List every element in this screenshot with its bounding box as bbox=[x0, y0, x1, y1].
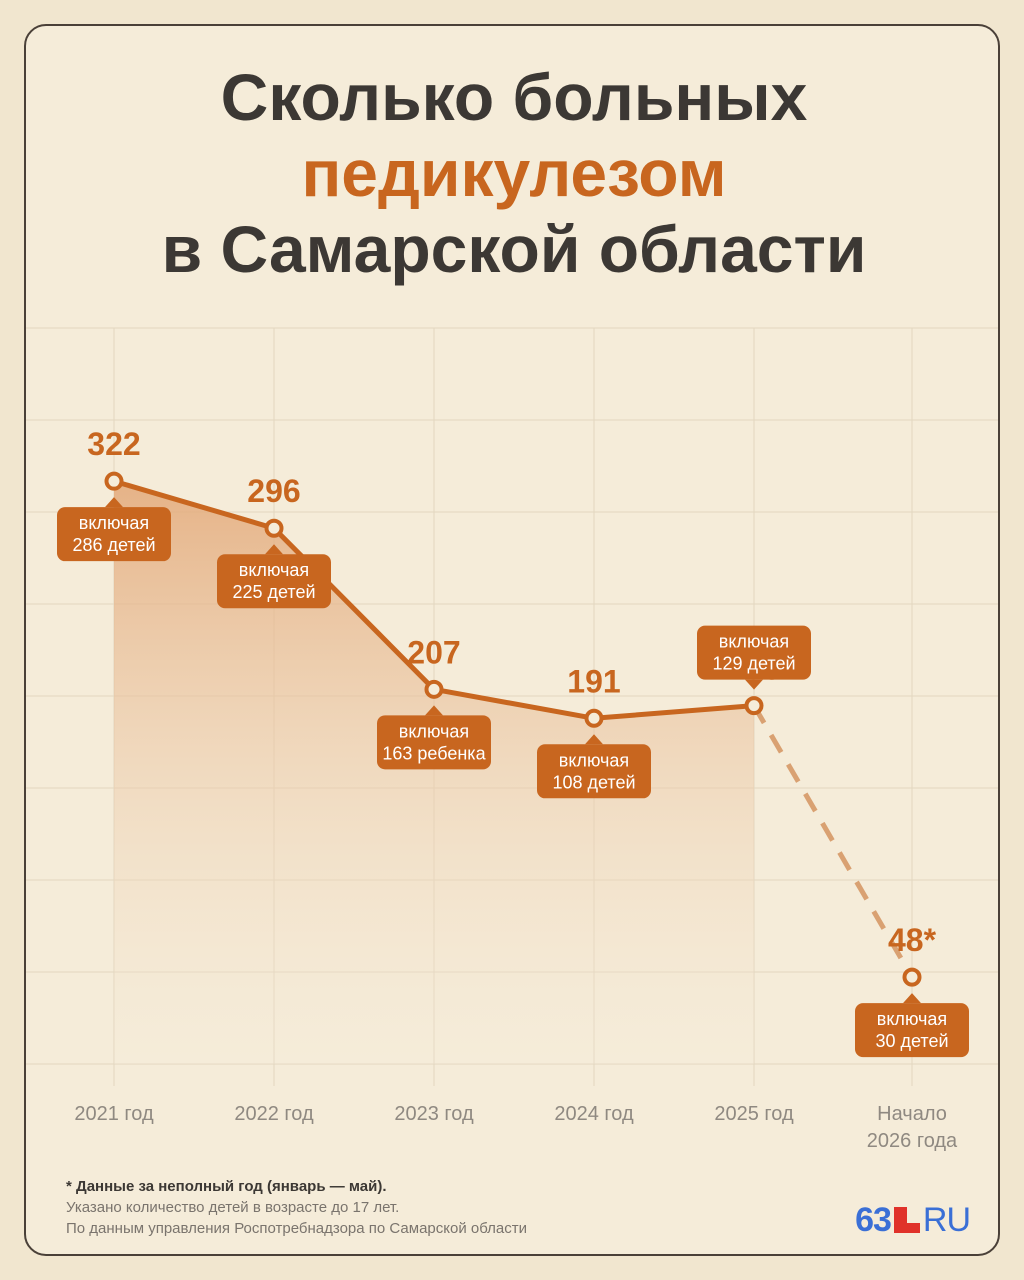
badge-box bbox=[57, 507, 171, 562]
badge-box bbox=[217, 554, 331, 609]
badge-text: 225 детей bbox=[232, 582, 315, 602]
x-tick-label: 2026 года bbox=[867, 1130, 958, 1152]
badge-text: включая bbox=[79, 513, 149, 533]
badge-pointer bbox=[585, 734, 603, 745]
badge-pointer bbox=[425, 705, 443, 716]
x-tick-label: 2021 год bbox=[74, 1103, 154, 1125]
logo-suffix: RU bbox=[922, 1200, 971, 1239]
data-label: 207 bbox=[407, 634, 460, 670]
badge-box bbox=[537, 744, 651, 799]
footnote-source: По данным управления Роспотребнадзора по… bbox=[66, 1220, 527, 1237]
data-point bbox=[424, 679, 444, 699]
data-point bbox=[104, 471, 124, 491]
brand-logo[interactable]: 63 RU bbox=[855, 1200, 971, 1240]
badge-text: 163 ребенка bbox=[382, 743, 486, 763]
data-point bbox=[902, 967, 922, 987]
title-line-2: педикулезом bbox=[301, 136, 727, 210]
data-point bbox=[744, 696, 764, 716]
badge-text: 30 детей bbox=[875, 1031, 948, 1051]
logo-number: 63 bbox=[855, 1200, 892, 1239]
badge-text: включая bbox=[877, 1009, 947, 1029]
x-tick-label: 2024 год bbox=[554, 1103, 634, 1125]
badge-text: 129 детей bbox=[712, 654, 795, 674]
footnotes: * Данные за неполный год (январь — май).… bbox=[66, 1176, 527, 1239]
infographic-card: Сколько больных педикулезом в Самарской … bbox=[24, 24, 1000, 1256]
badge-text: 108 детей bbox=[552, 772, 635, 792]
badge-text: включая bbox=[399, 721, 469, 741]
data-label: 191 bbox=[567, 663, 620, 699]
badge-box bbox=[377, 715, 491, 770]
data-label: 322 bbox=[87, 426, 140, 462]
title-line-1: Сколько больных bbox=[220, 60, 808, 134]
footnote-age: Указано количество детей в возрасте до 1… bbox=[66, 1199, 400, 1216]
badge-box bbox=[697, 625, 811, 680]
badge-text: включая bbox=[719, 632, 789, 652]
badge-text: 286 детей bbox=[72, 535, 155, 555]
badge-pointer bbox=[105, 497, 123, 508]
badge-box bbox=[855, 1003, 969, 1058]
x-tick-label: 2022 год bbox=[234, 1103, 314, 1125]
title-line-3: в Самарской области bbox=[161, 212, 867, 286]
data-point bbox=[264, 518, 284, 538]
data-label: 48* bbox=[888, 922, 937, 958]
badge-pointer bbox=[745, 679, 763, 690]
badge-pointer bbox=[903, 993, 921, 1004]
badge-pointer bbox=[265, 544, 283, 555]
data-point bbox=[584, 708, 604, 728]
x-tick-label: Начало bbox=[877, 1103, 947, 1125]
x-tick-label: 2023 год bbox=[394, 1103, 474, 1125]
data-label: 296 bbox=[247, 473, 300, 509]
badge-text: включая bbox=[559, 750, 629, 770]
series-line-partial bbox=[751, 704, 915, 979]
area-fill bbox=[114, 481, 754, 1064]
x-tick-label: 2025 год bbox=[714, 1103, 794, 1125]
logo-mark-icon bbox=[893, 1207, 920, 1233]
badge-text: включая bbox=[239, 560, 309, 580]
footnote-partial-year: * Данные за неполный год (январь — май). bbox=[66, 1178, 387, 1195]
